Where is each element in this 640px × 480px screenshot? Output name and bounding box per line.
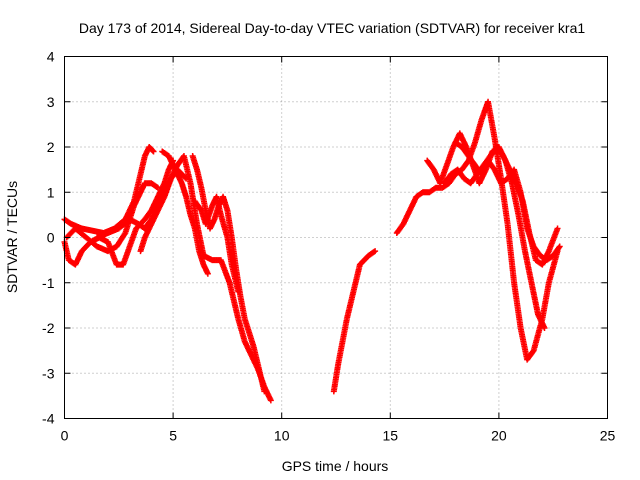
x-tick-label: 10 [274, 428, 290, 444]
y-tick-label: 4 [47, 49, 55, 65]
data-point [150, 148, 157, 155]
series-trace-h [191, 193, 242, 295]
x-tick-label: 20 [491, 428, 507, 444]
axis-ticks: 0 5 10 15 20 25 -4 -3 -2 -1 0 1 2 3 4 [42, 49, 615, 444]
y-tick-label: -3 [42, 365, 55, 381]
series-trace-g [189, 153, 268, 395]
x-tick-label: 5 [169, 428, 177, 444]
data-point [555, 244, 562, 251]
x-tick-label: 25 [600, 428, 616, 444]
chart-title: Day 173 of 2014, Sidereal Day-to-day VTE… [79, 20, 585, 36]
series-trace-j [393, 98, 561, 363]
data-point [261, 388, 268, 395]
y-tick-label: -4 [42, 411, 55, 427]
y-tick-label: -1 [42, 275, 55, 291]
series-trace-f [159, 148, 211, 277]
data-point [204, 270, 211, 277]
data-point [235, 288, 242, 295]
data-point [153, 183, 160, 190]
y-tick-label: -2 [42, 320, 55, 336]
y-axis-label: SDTVAR / TECUs [4, 181, 20, 293]
x-axis-label: GPS time / hours [282, 458, 389, 474]
data-point [154, 184, 161, 191]
x-tick-label: 0 [61, 428, 69, 444]
series-trace-m [452, 139, 563, 264]
x-tick-label: 15 [383, 428, 399, 444]
data-point [267, 397, 274, 404]
series-trace-c [63, 180, 161, 255]
data-point [372, 248, 379, 255]
y-tick-label: 2 [47, 139, 55, 155]
y-tick-label: 3 [47, 94, 55, 110]
data-point [541, 325, 548, 331]
y-tick-label: 0 [47, 230, 55, 246]
data-point [371, 248, 378, 255]
data-marks [61, 98, 563, 404]
data-point [556, 243, 563, 250]
series-trace-i [330, 248, 379, 395]
y-tick-label: 1 [47, 184, 55, 200]
data-point [554, 225, 561, 232]
data-point [149, 147, 156, 154]
series-trace-l [441, 144, 561, 268]
